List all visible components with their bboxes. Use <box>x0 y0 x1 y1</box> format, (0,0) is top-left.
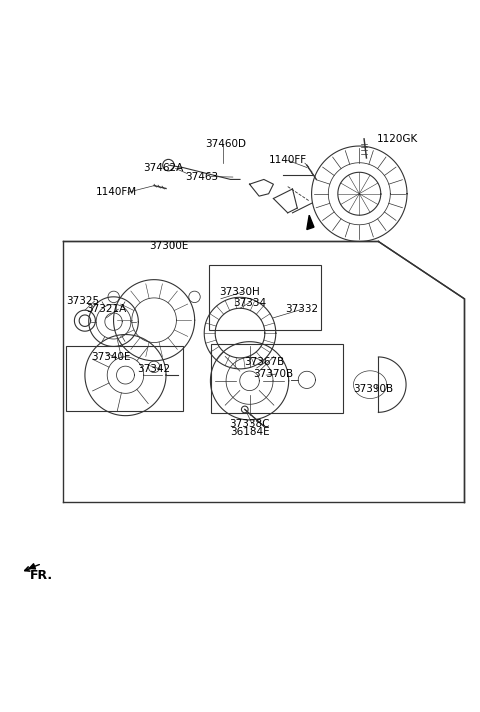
Bar <box>66 347 183 411</box>
Text: 37332: 37332 <box>286 304 319 314</box>
Text: 37463: 37463 <box>185 172 218 182</box>
Text: 37321A: 37321A <box>86 304 127 314</box>
Text: 37367B: 37367B <box>244 357 284 367</box>
Bar <box>211 344 343 413</box>
Text: 37342: 37342 <box>138 365 171 375</box>
Text: 37460D: 37460D <box>205 139 246 149</box>
Text: 1120GK: 1120GK <box>377 134 418 144</box>
Polygon shape <box>307 215 314 229</box>
Text: 37338C: 37338C <box>229 419 270 429</box>
Text: 37334: 37334 <box>233 298 266 308</box>
Text: 37340E: 37340E <box>91 352 131 362</box>
Text: 36184E: 36184E <box>230 427 269 437</box>
Text: 37462A: 37462A <box>144 164 184 174</box>
Text: 1140FM: 1140FM <box>96 187 136 197</box>
Text: 37370B: 37370B <box>253 369 293 379</box>
Text: FR.: FR. <box>30 569 53 582</box>
Text: 1140FF: 1140FF <box>269 155 307 165</box>
Text: 37330H: 37330H <box>220 287 260 297</box>
Text: 37300E: 37300E <box>149 241 188 251</box>
Text: 37390B: 37390B <box>354 384 394 394</box>
Bar <box>209 266 321 330</box>
Text: 37325: 37325 <box>66 296 99 306</box>
